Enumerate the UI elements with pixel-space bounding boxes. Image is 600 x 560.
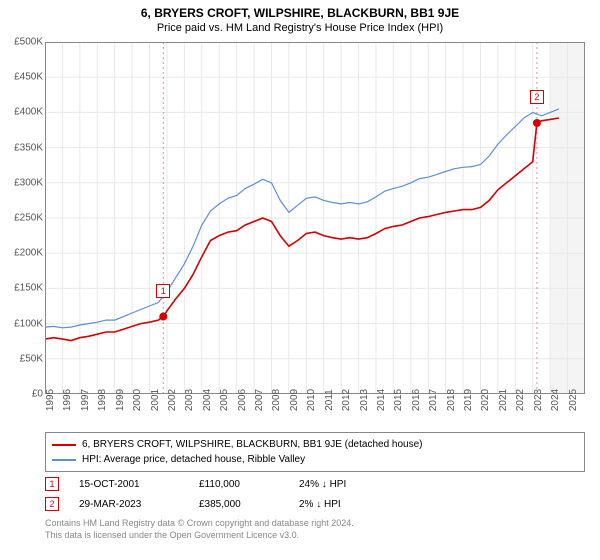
y-tick-label: £350K (14, 142, 43, 153)
chart-subtitle: Price paid vs. HM Land Registry's House … (0, 20, 600, 38)
legend-row-hpi: HPI: Average price, detached house, Ribb… (52, 452, 578, 467)
chart-sale-marker: 1 (156, 284, 170, 298)
y-tick-label: £250K (14, 213, 43, 224)
legend-swatch-hpi (52, 459, 76, 461)
x-tick-label: 2020 (480, 389, 491, 411)
x-tick-label: 2011 (324, 389, 335, 411)
chart-title: 6, BRYERS CROFT, WILPSHIRE, BLACKBURN, B… (0, 0, 600, 20)
legend-label-hpi: HPI: Average price, detached house, Ribb… (82, 452, 305, 467)
x-tick-label: 2025 (568, 389, 579, 411)
x-tick-label: 2010 (306, 389, 317, 411)
x-tick-label: 2021 (498, 389, 509, 411)
x-tick-label: 1999 (115, 389, 126, 411)
x-tick-label: 2023 (533, 389, 544, 411)
legend: 6, BRYERS CROFT, WILPSHIRE, BLACKBURN, B… (45, 432, 585, 472)
sale-date-1: 15-OCT-2001 (79, 479, 199, 490)
x-tick-label: 2000 (132, 389, 143, 411)
y-tick-label: £150K (14, 283, 43, 294)
x-tick-label: 2018 (446, 389, 457, 411)
x-tick-label: 2012 (341, 389, 352, 411)
x-tick-label: 1997 (80, 389, 91, 411)
sale-price-2: £385,000 (199, 499, 299, 510)
chart-area: £0£50K£100K£150K£200K£250K£300K£350K£400… (45, 42, 585, 394)
sale-marker-1: 1 (45, 477, 59, 491)
sale-price-1: £110,000 (199, 479, 299, 490)
x-tick-label: 2017 (428, 389, 439, 411)
x-tick-label: 2003 (184, 389, 195, 411)
sale-delta-1: 24% ↓ HPI (299, 479, 399, 490)
legend-label-property: 6, BRYERS CROFT, WILPSHIRE, BLACKBURN, B… (82, 437, 423, 452)
sale-delta-2: 2% ↓ HPI (299, 499, 399, 510)
x-tick-label: 2002 (167, 389, 178, 411)
x-tick-label: 2004 (202, 389, 213, 411)
x-tick-label: 1995 (45, 389, 56, 411)
x-tick-label: 2019 (463, 389, 474, 411)
y-tick-label: £300K (14, 177, 43, 188)
y-tick-label: £500K (14, 37, 43, 48)
x-tick-label: 2005 (219, 389, 230, 411)
x-tick-label: 2008 (271, 389, 282, 411)
footer-line-1: Contains HM Land Registry data © Crown c… (45, 518, 354, 530)
footer: Contains HM Land Registry data © Crown c… (45, 518, 354, 541)
legend-row-property: 6, BRYERS CROFT, WILPSHIRE, BLACKBURN, B… (52, 437, 578, 452)
x-tick-label: 2024 (550, 389, 561, 411)
sales-row-1: 1 15-OCT-2001 £110,000 24% ↓ HPI (45, 474, 585, 494)
x-tick-label: 2006 (237, 389, 248, 411)
footer-line-2: This data is licensed under the Open Gov… (45, 530, 354, 542)
x-tick-label: 1996 (62, 389, 73, 411)
y-tick-label: £0 (32, 389, 43, 400)
sale-marker-2: 2 (45, 497, 59, 511)
x-tick-label: 2016 (411, 389, 422, 411)
y-tick-label: £50K (20, 353, 43, 364)
x-tick-label: 2007 (254, 389, 265, 411)
x-tick-label: 2013 (359, 389, 370, 411)
y-tick-label: £450K (14, 72, 43, 83)
sales-table: 1 15-OCT-2001 £110,000 24% ↓ HPI 2 29-MA… (45, 474, 585, 514)
chart-svg (45, 42, 585, 394)
x-tick-label: 2001 (150, 389, 161, 411)
y-tick-label: £400K (14, 107, 43, 118)
legend-swatch-property (52, 444, 76, 446)
x-tick-label: 2015 (393, 389, 404, 411)
x-tick-label: 2009 (289, 389, 300, 411)
y-tick-label: £100K (14, 318, 43, 329)
x-tick-label: 1998 (97, 389, 108, 411)
y-tick-label: £200K (14, 248, 43, 259)
sales-row-2: 2 29-MAR-2023 £385,000 2% ↓ HPI (45, 494, 585, 514)
x-tick-label: 2022 (515, 389, 526, 411)
sale-date-2: 29-MAR-2023 (79, 499, 199, 510)
x-tick-label: 2014 (376, 389, 387, 411)
chart-sale-marker: 2 (530, 90, 544, 104)
